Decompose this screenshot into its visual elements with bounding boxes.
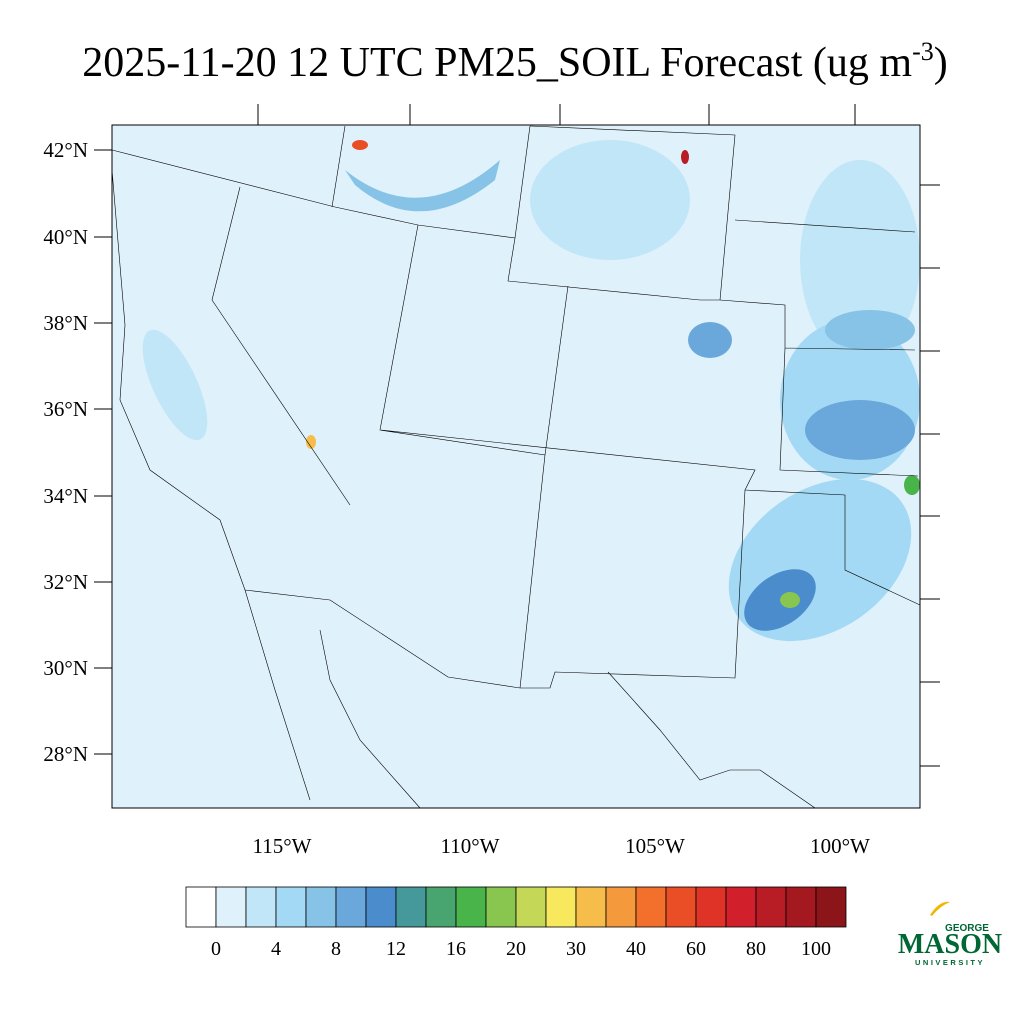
colorbar-box — [455, 886, 487, 928]
colorbar: 0 4 8 12 16 20 30 40 60 80 100 — [185, 886, 847, 960]
colorbar-label: 20 — [506, 938, 526, 960]
coastline — [111, 169, 421, 809]
lat-label: 40°N — [43, 225, 88, 249]
lon-label: 100°W — [810, 834, 870, 858]
title: 2025-11-20 12 UTC PM25_SOIL Forecast (ug… — [82, 37, 948, 86]
state-line — [111, 125, 736, 301]
lat-labels: 42°N 40°N 38°N 36°N 34°N 32°N 30°N 28°N — [43, 138, 88, 766]
ticks — [94, 104, 940, 767]
colorbar-label: 4 — [271, 938, 281, 960]
colorbar-box — [755, 886, 787, 928]
border — [244, 489, 816, 809]
lat-label: 38°N — [43, 311, 88, 335]
boundaries — [111, 125, 921, 809]
lon-label: 105°W — [625, 834, 685, 858]
lon-label: 110°W — [441, 834, 500, 858]
field — [530, 140, 690, 260]
field — [825, 310, 915, 350]
logo: GEORGE MASON UNIVERSITY — [898, 901, 1002, 967]
map — [94, 104, 940, 809]
field — [345, 160, 500, 212]
logo-bottom: UNIVERSITY — [915, 958, 985, 967]
colorbar-box — [725, 886, 757, 928]
lat-label: 32°N — [43, 570, 88, 594]
lat-label: 42°N — [43, 138, 88, 162]
colorbar-box — [365, 886, 397, 928]
colorbar-box — [605, 886, 637, 928]
lat-label: 36°N — [43, 397, 88, 421]
lat-label: 34°N — [43, 484, 88, 508]
map-frame — [111, 124, 921, 809]
colorbar-label: 80 — [746, 938, 766, 960]
colorbar-box — [185, 886, 217, 928]
title-superscript: -3 — [912, 37, 934, 66]
lat-label: 30°N — [43, 656, 88, 680]
colorbar-box — [785, 886, 817, 928]
concentration-fields — [142, 140, 920, 642]
colorbar-label: 100 — [801, 938, 831, 960]
field — [688, 322, 732, 358]
colorbar-box — [665, 886, 697, 928]
field — [142, 329, 208, 441]
colorbar-box — [815, 886, 847, 928]
colorbar-box — [545, 886, 577, 928]
colorbar-label: 16 — [446, 938, 466, 960]
field — [904, 475, 920, 495]
colorbar-box — [635, 886, 667, 928]
colorbar-box — [305, 886, 337, 928]
right-ticks — [920, 184, 940, 767]
colorbar-label: 8 — [331, 938, 341, 960]
field — [800, 160, 920, 360]
lat-label: 28°N — [43, 742, 88, 766]
field — [780, 592, 800, 608]
left-ticks — [94, 149, 112, 755]
colorbar-box — [395, 886, 427, 928]
colorbar-box — [485, 886, 517, 928]
colorbar-label: 30 — [566, 938, 586, 960]
colorbar-label: 40 — [626, 938, 646, 960]
logo-main: MASON — [898, 929, 1002, 960]
state-line — [331, 125, 919, 477]
colorbar-box — [575, 886, 607, 928]
logo-top: GEORGE — [945, 923, 989, 934]
lon-labels: 115°W 110°W 105°W 100°W — [253, 834, 871, 858]
colorbar-label: 0 — [211, 938, 221, 960]
colorbar-box — [515, 886, 547, 928]
lon-label: 115°W — [253, 834, 312, 858]
colorbar-box — [245, 886, 277, 928]
title-main: 2025-11-20 12 UTC PM25_SOIL Forecast (ug… — [82, 40, 912, 86]
top-ticks — [257, 104, 856, 125]
colorbar-label: 12 — [386, 938, 406, 960]
hotspot — [352, 140, 368, 150]
logo-swoosh — [930, 901, 950, 916]
map-background — [112, 125, 920, 808]
hotspot — [681, 150, 689, 164]
colorbar-box — [695, 886, 727, 928]
colorbar-box — [335, 886, 367, 928]
colorbar-box — [425, 886, 457, 928]
title-end: ) — [934, 40, 948, 86]
field — [805, 400, 915, 460]
colorbar-box — [215, 886, 247, 928]
colorbar-box — [275, 886, 307, 928]
colorbar-label: 60 — [686, 938, 706, 960]
hotspot — [306, 435, 316, 449]
